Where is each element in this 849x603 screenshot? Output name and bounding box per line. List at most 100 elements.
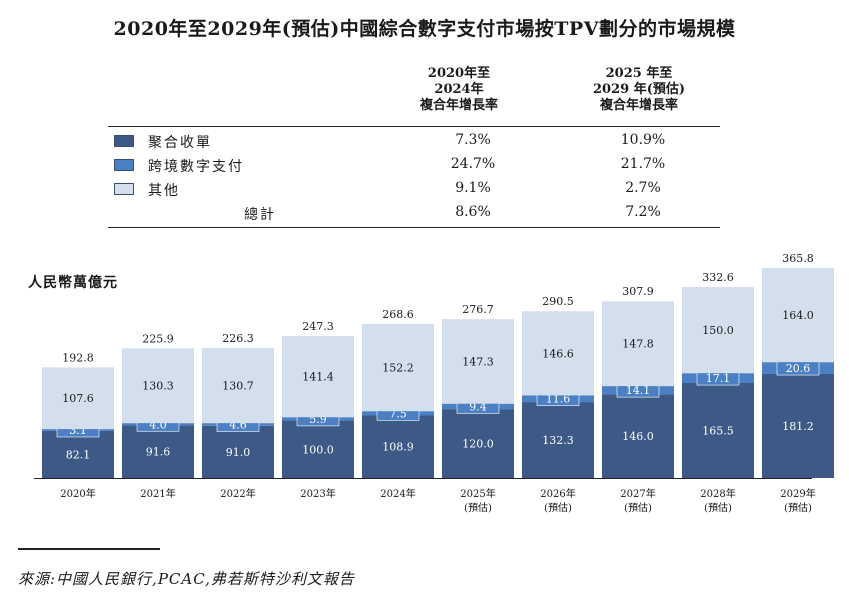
- bar-value-label: 150.0: [702, 324, 734, 337]
- legend-swatch: [114, 159, 134, 171]
- bar-segment: [602, 394, 674, 478]
- bar-segment: [762, 373, 834, 478]
- cagr-header-line: 2020年至: [427, 66, 491, 81]
- cagr-header-2020-2024: 2020年至 2024年 複合年增長率: [384, 66, 534, 114]
- x-tick-label: 2029年: [780, 487, 815, 500]
- bar-total-label: 307.9: [622, 285, 654, 298]
- bar-total-label: 268.6: [382, 308, 414, 321]
- bar-value-label: 108.9: [382, 441, 414, 454]
- x-tick-label: 2022年: [220, 487, 255, 500]
- source-note: 來源:中國人民銀行,PCAC,弗若斯特沙利文報告: [18, 570, 355, 588]
- x-tick-sublabel: (預估): [544, 501, 572, 514]
- chart-title: 2020年至2029年(預估)中國綜合數字支付市場按TPV劃分的市場規模: [113, 18, 736, 40]
- bar-segment: [42, 430, 114, 478]
- bar-value-label: 120.0: [462, 438, 494, 451]
- bar-segment: [522, 311, 594, 396]
- table-row-aggregated: 聚合收單 7.3% 10.9%: [108, 130, 720, 152]
- bar-value-label: 91.0: [226, 446, 251, 459]
- cagr-value: 24.7%: [450, 156, 496, 172]
- cagr-value: 2.7%: [625, 180, 661, 196]
- unit-label: 人民幣萬億元: [28, 275, 118, 291]
- bar-segment: [362, 323, 434, 412]
- bar-value-label: 82.1: [66, 448, 91, 461]
- bar-segment: [282, 336, 354, 418]
- x-tick-label: 2025年: [460, 487, 495, 500]
- bar-segment: [442, 409, 514, 478]
- bar-segment: [762, 268, 834, 363]
- cagr-header-line: 2024年: [434, 82, 484, 97]
- table-top-rule: [108, 126, 720, 127]
- table-row-others: 其他 9.1% 2.7%: [108, 178, 720, 200]
- cagr-header-line: 複合年增長率: [599, 98, 678, 113]
- table-bottom-rule: [108, 227, 720, 228]
- bar-value-label: 147.8: [622, 338, 654, 351]
- x-tick-label: 2027年: [620, 487, 655, 500]
- bar-segment: [202, 425, 274, 478]
- bar-value-label: 130.7: [222, 380, 254, 393]
- bar-segment: [442, 319, 514, 404]
- bar-value-label: 146.6: [542, 347, 574, 360]
- cagr-header-line: 複合年增長率: [419, 98, 498, 113]
- cagr-value: 21.7%: [620, 156, 666, 172]
- bar-segment: [602, 301, 674, 387]
- cagr-value: 7.2%: [625, 204, 661, 220]
- x-tick-label: 2026年: [540, 487, 575, 500]
- bar-value-label: 181.2: [782, 420, 814, 433]
- row-label: 總計: [244, 207, 276, 223]
- source-rule: [18, 548, 160, 550]
- bar-segment: [682, 287, 754, 374]
- x-tick-sublabel: (預估): [624, 501, 652, 514]
- bar-segment: [42, 367, 114, 430]
- cagr-value: 7.3%: [455, 132, 491, 148]
- bar-value-label: 14.1: [626, 384, 651, 397]
- bar-total-label: 226.3: [222, 332, 254, 345]
- legend-swatch: [114, 183, 134, 195]
- bar-value-label: 11.6: [546, 393, 571, 406]
- bar-segment: [282, 420, 354, 478]
- bar-total-label: 247.3: [302, 320, 334, 333]
- x-tick-sublabel: (預估): [784, 501, 812, 514]
- bar-value-label: 141.4: [302, 371, 334, 384]
- cagr-header-line: 2029 年(預估): [592, 82, 685, 97]
- bar-value-label: 132.3: [542, 434, 574, 447]
- bar-value-label: 100.0: [302, 443, 334, 456]
- bar-total-label: 225.9: [142, 332, 174, 345]
- bar-total-label: 276.7: [462, 303, 494, 316]
- cagr-header-line: 2025 年至: [605, 66, 673, 81]
- table-row-total: 總計 8.6% 7.2%: [108, 202, 720, 224]
- bar-value-label: 20.6: [786, 362, 811, 375]
- bar-segment: [122, 425, 194, 478]
- bar-segment: [122, 348, 194, 424]
- bar-value-label: 17.1: [706, 372, 731, 385]
- x-tick-label: 2028年: [700, 487, 735, 500]
- bar-value-label: 107.6: [62, 392, 94, 405]
- bar-segment: [202, 348, 274, 424]
- bar-total-label: 290.5: [542, 295, 574, 308]
- bar-total-label: 192.8: [62, 351, 94, 364]
- row-label: 聚合收單: [148, 135, 212, 151]
- cagr-value: 10.9%: [620, 132, 666, 148]
- bar-segment: [362, 415, 434, 478]
- x-tick-sublabel: (預估): [704, 501, 732, 514]
- bar-value-label: 147.3: [462, 355, 494, 368]
- bar-segment: [522, 402, 594, 478]
- cagr-value: 9.1%: [455, 180, 491, 196]
- x-tick-label: 2021年: [140, 487, 175, 500]
- legend-swatch: [114, 135, 134, 147]
- x-tick-label: 2024年: [380, 487, 415, 500]
- table-row-cross-border: 跨境數字支付 24.7% 21.7%: [108, 154, 720, 176]
- x-tick-label: 2023年: [300, 487, 335, 500]
- row-label: 其他: [148, 183, 180, 199]
- bar-value-label: 152.2: [382, 361, 414, 374]
- row-label: 跨境數字支付: [148, 159, 244, 175]
- bar-value-label: 130.3: [142, 380, 174, 393]
- cagr-value: 8.6%: [455, 204, 491, 220]
- bar-value-label: 164.0: [782, 309, 814, 322]
- x-tick-label: 2020年: [60, 487, 95, 500]
- bar-value-label: 146.0: [622, 430, 654, 443]
- bar-value-label: 91.6: [146, 446, 171, 459]
- bar-value-label: 165.5: [702, 424, 734, 437]
- bar-total-label: 332.6: [702, 271, 734, 284]
- bar-total-label: 365.8: [782, 252, 814, 265]
